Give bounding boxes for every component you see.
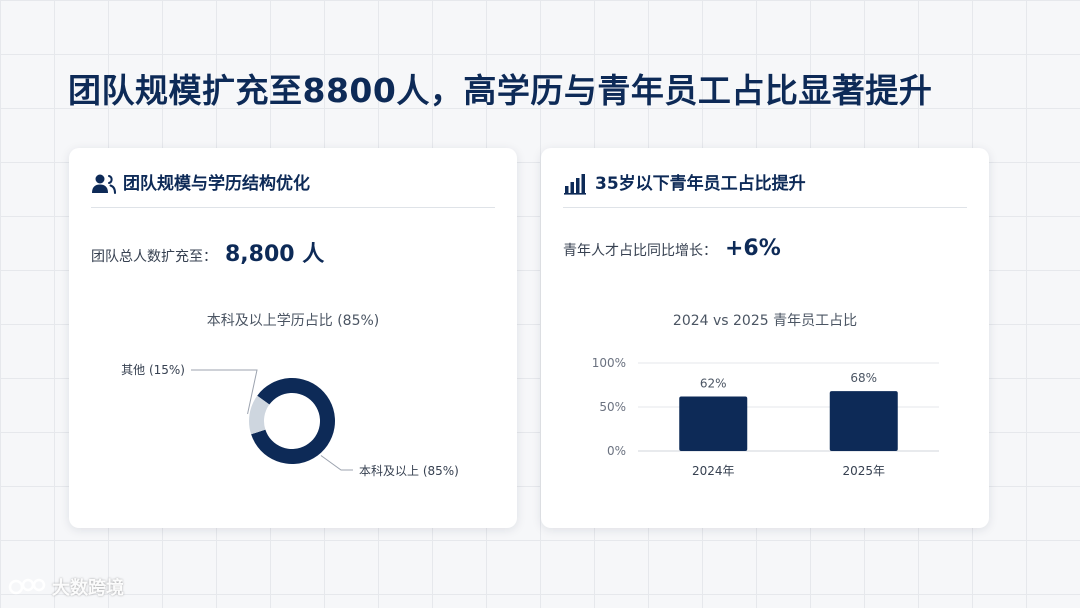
leader-line xyxy=(320,455,353,471)
donut-chart: 本科及以上 (85%) 其他 (15%) xyxy=(121,363,459,478)
donut-chart-title: 本科及以上学历占比 (85%) xyxy=(206,313,380,329)
x-tick-label: 2024年 xyxy=(692,464,735,478)
y-tick-label: 0% xyxy=(607,444,626,458)
bar-chart-title: 2024 vs 2025 青年员工占比 xyxy=(672,313,858,329)
stat-label: 青年人才占比同比增长： xyxy=(563,243,717,259)
y-tick-label: 50% xyxy=(599,400,626,414)
team-size-card: 团队规模与学历结构优化 团队总人数扩充至： 8,800 人 本科及以上学历占比 … xyxy=(69,148,517,528)
slice-label: 本科及以上 (85%) xyxy=(359,464,459,478)
card-title: 团队规模与学历结构优化 xyxy=(123,174,310,194)
stat-value: 8,800 人 xyxy=(225,242,325,267)
youth-growth: 青年人才占比同比增长： +6% xyxy=(563,236,781,261)
stat-label: 团队总人数扩充至： xyxy=(91,249,217,265)
watermark: 大数跨境 xyxy=(8,574,124,600)
donut-slice xyxy=(251,378,336,464)
total-headcount: 团队总人数扩充至： 8,800 人 xyxy=(91,236,324,268)
slice-label: 其他 (15%) xyxy=(121,363,185,377)
watermark-text: 大数跨境 xyxy=(52,578,124,599)
bar xyxy=(829,391,898,451)
leader-line xyxy=(191,369,258,415)
data-label: 62% xyxy=(700,376,727,390)
data-label: 68% xyxy=(850,371,877,385)
users-icon xyxy=(92,174,116,194)
y-tick-label: 100% xyxy=(592,356,626,370)
card-header: 团队规模与学历结构优化 xyxy=(91,172,495,208)
bar-chart: 0% 50% 100% 62% 2024年 68% 2025年 xyxy=(592,356,939,478)
youth-ratio-card: 35岁以下青年员工占比提升 青年人才占比同比增长： +6% 2024 vs 20… xyxy=(541,148,989,528)
x-tick-label: 2025年 xyxy=(842,464,885,478)
bar xyxy=(679,396,748,451)
card-header: 35岁以下青年员工占比提升 xyxy=(563,172,967,208)
card-title: 35岁以下青年员工占比提升 xyxy=(595,174,806,194)
bar-chart-icon xyxy=(564,174,586,195)
donut-slice xyxy=(249,395,270,435)
page-title: 团队规模扩充至8800人，高学历与青年员工占比显著提升 xyxy=(68,71,933,110)
brand-logo-icon xyxy=(8,578,46,595)
stat-value: +6% xyxy=(725,236,781,261)
